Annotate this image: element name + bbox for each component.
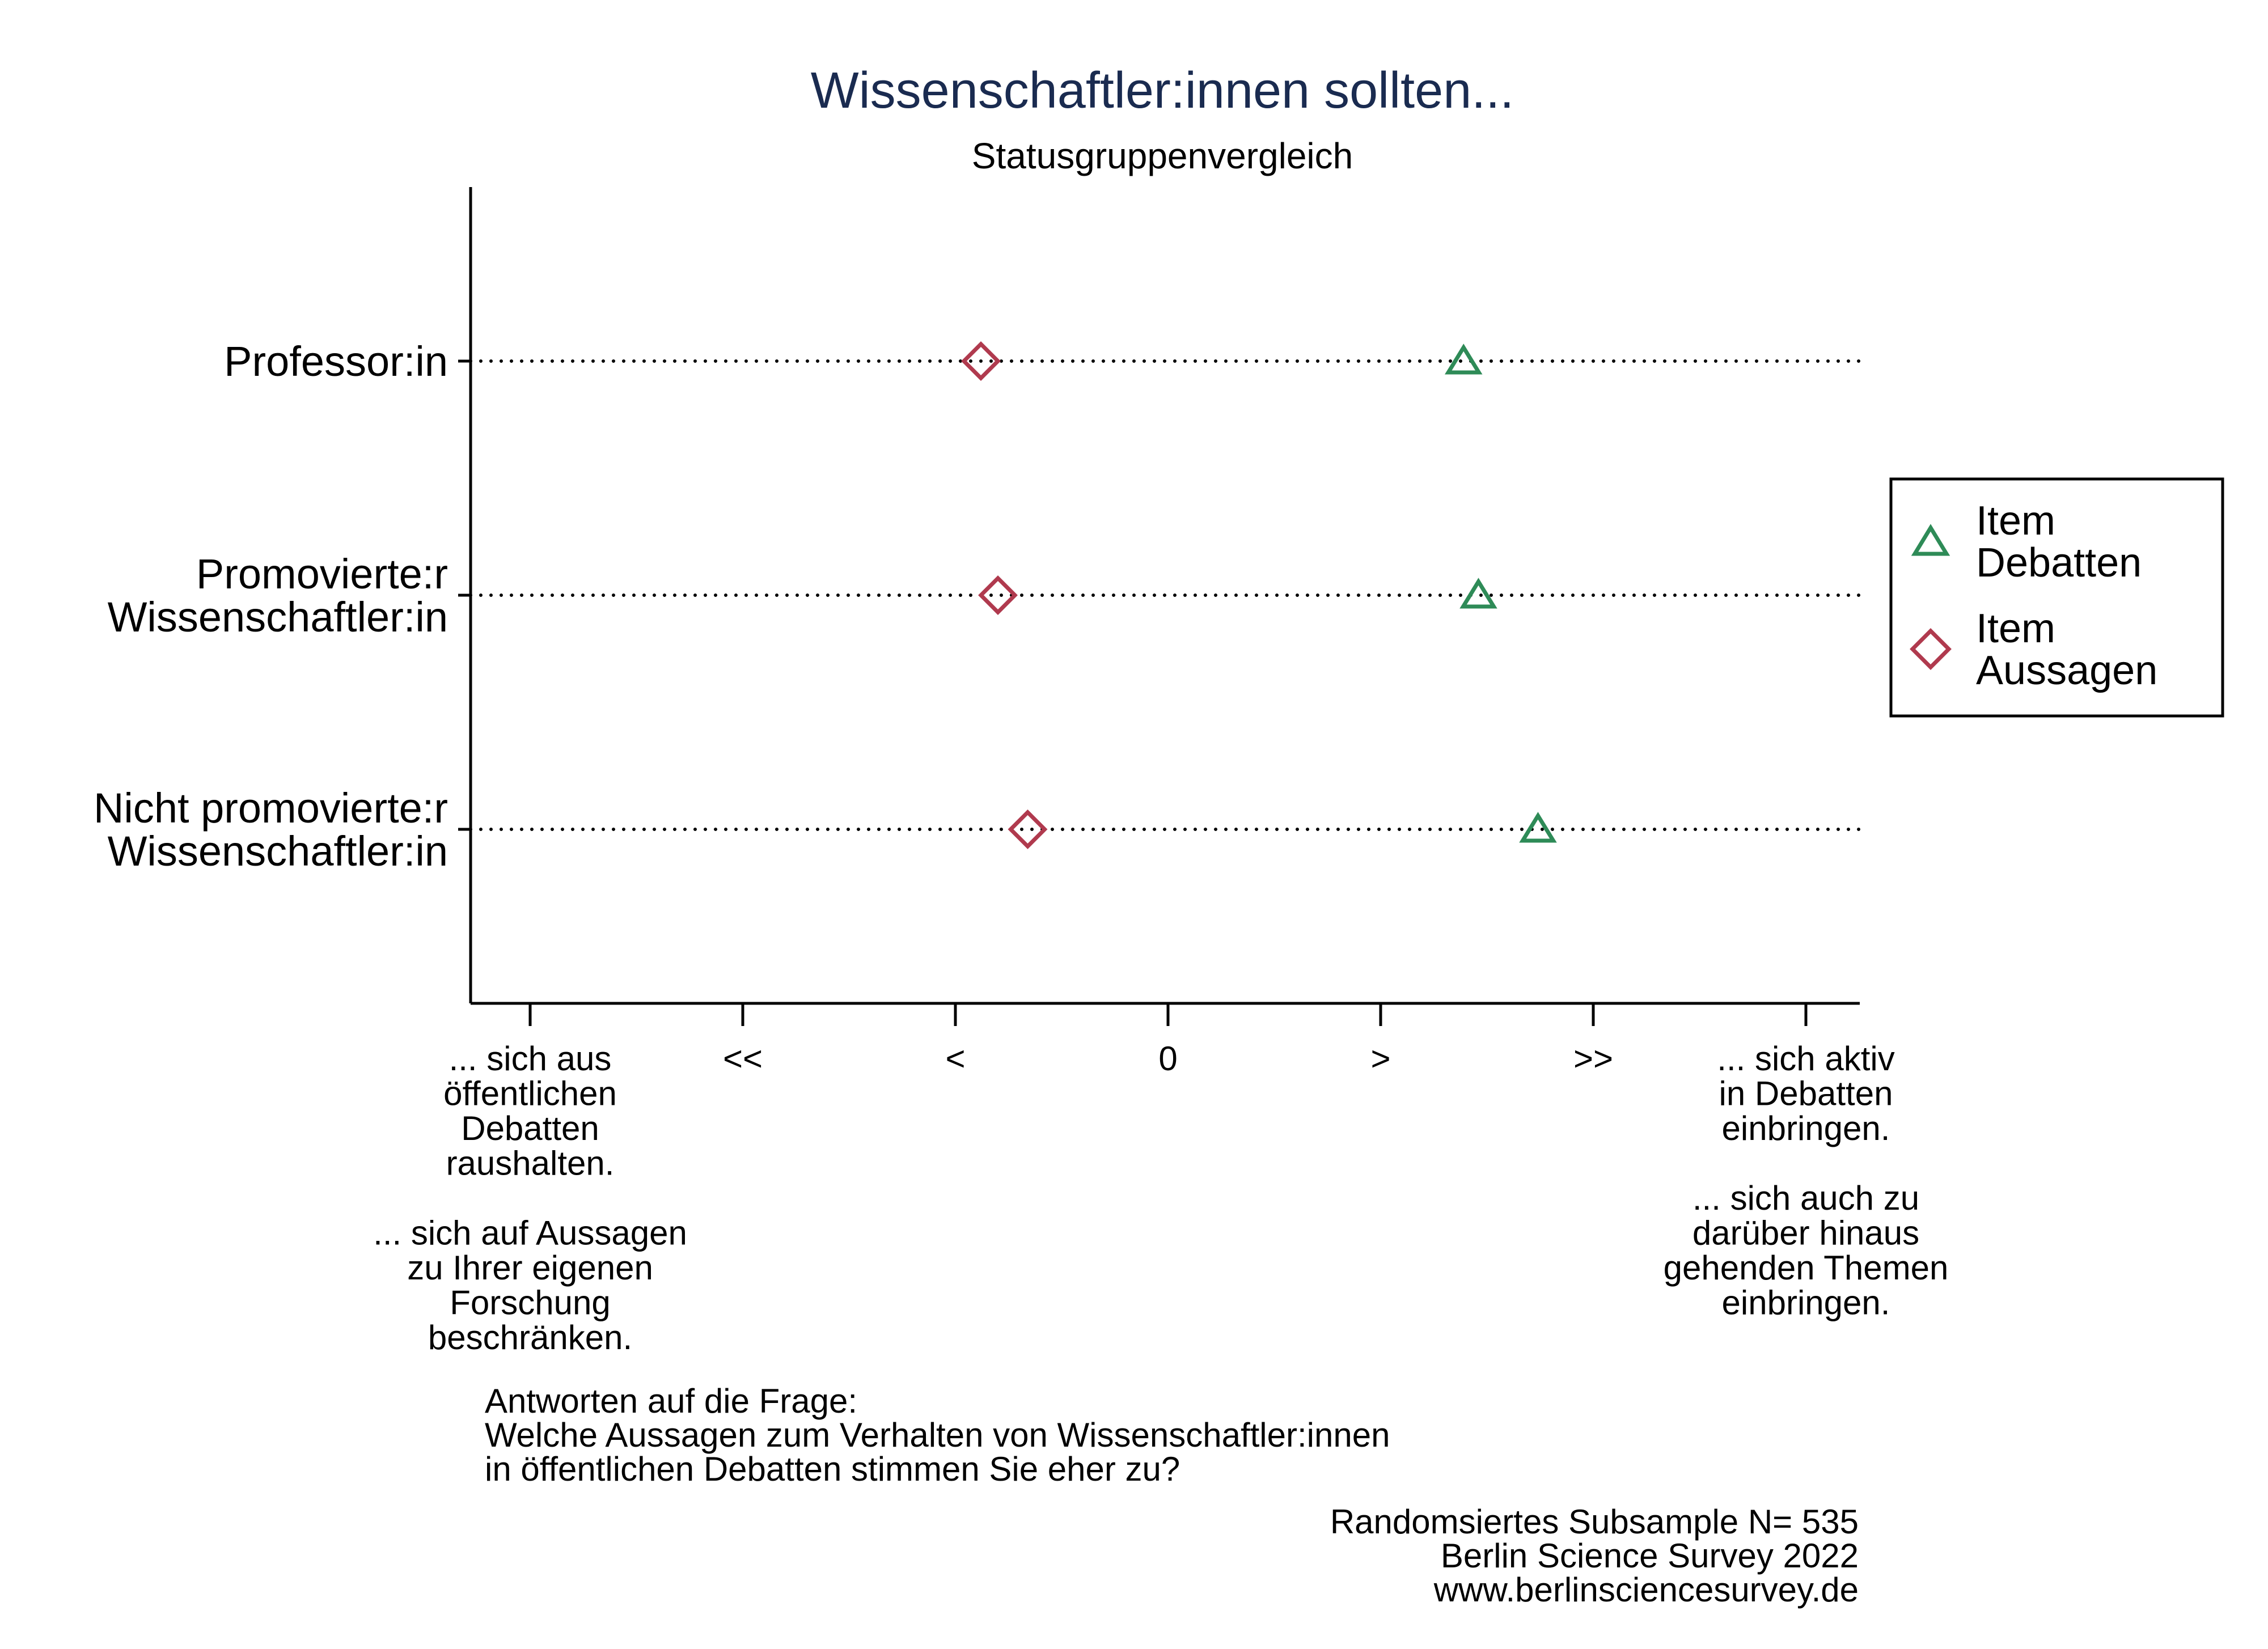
x-tick-label: öffentlichen (443, 1075, 617, 1113)
x-tick-label: raushalten. (446, 1144, 615, 1182)
legend-label: Item (1976, 606, 2055, 651)
x-tick-label: zu Ihrer eigenen (407, 1249, 653, 1287)
chart-subtitle: Statusgruppenvergleich (972, 135, 1353, 176)
x-tick-label: ... sich auf Aussagen (373, 1214, 687, 1252)
question-note: Welche Aussagen zum Verhalten von Wissen… (485, 1416, 1390, 1454)
source-note: www.berlinsciencesurvey.de (1433, 1571, 1859, 1609)
triangle-marker (1459, 578, 1497, 609)
x-tick-label: >> (1573, 1040, 1613, 1078)
category-label: Nicht promovierte:r (94, 785, 448, 832)
x-tick-label: einbringen. (1722, 1109, 1890, 1147)
category-label: Professor:in (224, 338, 448, 385)
category-label: Wissenschaftler:in (108, 828, 448, 875)
category-labels: Professor:inPromovierte:rWissenschaftler… (94, 338, 448, 875)
x-tick-label: Forschung (450, 1284, 610, 1322)
source-note: Randomsiertes Subsample N= 535 (1330, 1503, 1859, 1541)
x-tick-label: Debatten (461, 1109, 599, 1147)
diamond-marker (978, 575, 1018, 615)
x-tick-label: > (1370, 1040, 1390, 1078)
category-label: Wissenschaftler:in (108, 594, 448, 641)
x-tick-label: in Debatten (1719, 1075, 1893, 1113)
diamond-marker (961, 341, 1001, 381)
x-tick-label: << (723, 1040, 763, 1078)
legend-diamond-icon (1910, 628, 1952, 670)
legend-label: Item (1976, 498, 2055, 544)
source-note: Berlin Science Survey 2022 (1441, 1537, 1859, 1575)
x-tick-label: gehenden Themen (1664, 1249, 1949, 1287)
diamond-marker (1008, 809, 1048, 849)
question-note: Antworten auf die Frage: (485, 1382, 857, 1420)
x-tick-label: 0 (1158, 1040, 1177, 1078)
notes: Antworten auf die Frage:Welche Aussagen … (485, 1382, 1859, 1609)
data-markers (961, 341, 1557, 849)
x-tick-label: < (945, 1040, 965, 1078)
category-rows (458, 359, 1861, 831)
legend-box (1889, 477, 2224, 718)
x-tick-label: einbringen. (1722, 1284, 1890, 1322)
triangle-marker (1519, 812, 1557, 843)
legend-label: Aussagen (1976, 648, 2157, 693)
triangle-marker (1444, 344, 1483, 375)
category-label: Promovierte:r (196, 550, 448, 597)
chart-title: Wissenschaftler:innen sollten... (811, 62, 1514, 119)
x-tick-label: ... sich aktiv (1717, 1040, 1894, 1078)
question-note: in öffentlichen Debatten stimmen Sie ehe… (485, 1450, 1180, 1488)
x-axis-ticks: ... sich ausöffentlichenDebattenraushalt… (373, 1003, 1948, 1356)
x-tick-label: ... sich aus (449, 1040, 612, 1078)
x-tick-label: beschränken. (428, 1319, 632, 1356)
x-tick-label: darüber hinaus (1692, 1214, 1919, 1252)
x-tick-label: ... sich auch zu (1692, 1179, 1919, 1217)
legend-triangle-icon (1911, 524, 1950, 556)
legend-label: Debatten (1976, 540, 2142, 586)
